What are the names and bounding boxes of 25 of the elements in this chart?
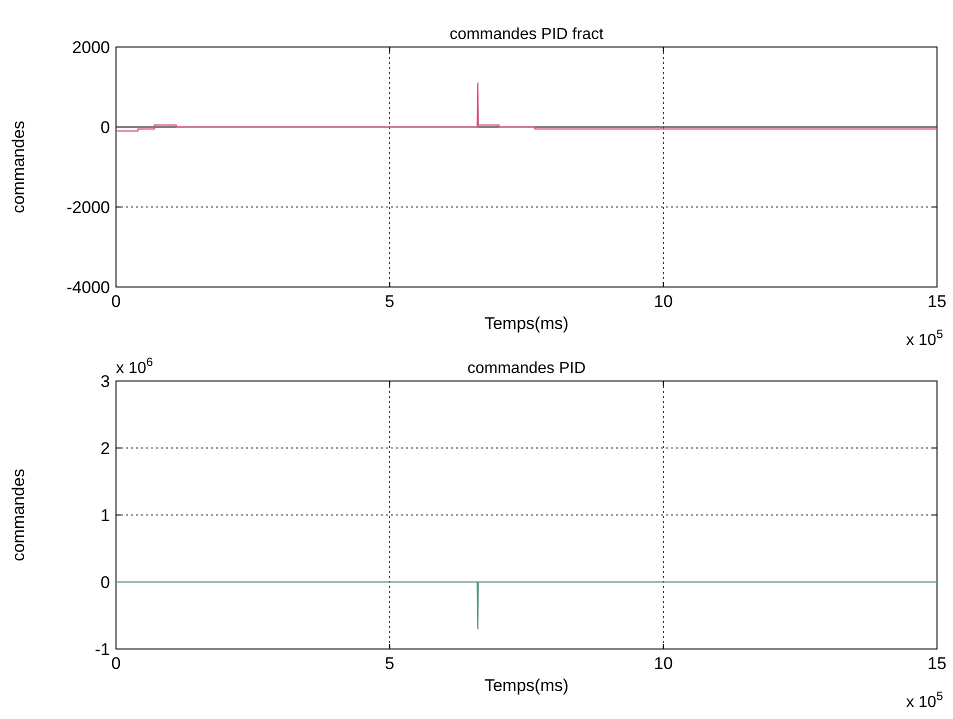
x-tick-label: 10 [654, 654, 673, 673]
x-tick-label: 10 [654, 292, 673, 311]
x-tick-label: 15 [928, 654, 946, 673]
y-tick-label: 3 [100, 372, 110, 391]
chart-title: commandes PID [467, 360, 586, 377]
x-tick-label: 5 [384, 654, 394, 673]
y-axis-title: commandes [9, 468, 28, 562]
line-series [115, 82, 938, 132]
y-tick-label: 0 [100, 573, 110, 592]
y-axis-title: commandes [9, 120, 28, 214]
text: x 10$^{5}$ [906, 689, 944, 711]
y-tick-label: 2 [100, 439, 110, 458]
text: x 10$^{6}$ [116, 355, 154, 377]
text: x 10$^{5}$ [906, 327, 944, 349]
y-tick-label: 2000 [72, 38, 110, 57]
x-axis-title: Temps(ms) [484, 676, 569, 695]
y-tick-label: 0 [100, 118, 110, 137]
chart-title: commandes PID fract [450, 26, 604, 43]
y-tick-label: -1 [94, 640, 110, 659]
x-axis-title: Temps(ms) [484, 314, 569, 333]
x-tick-label: 15 [928, 292, 946, 311]
y-tick-label: -2000 [66, 198, 110, 217]
y-tick-label: 1 [100, 506, 110, 525]
y-tick-label: -4000 [66, 278, 110, 297]
x-tick-label: 5 [384, 292, 394, 311]
